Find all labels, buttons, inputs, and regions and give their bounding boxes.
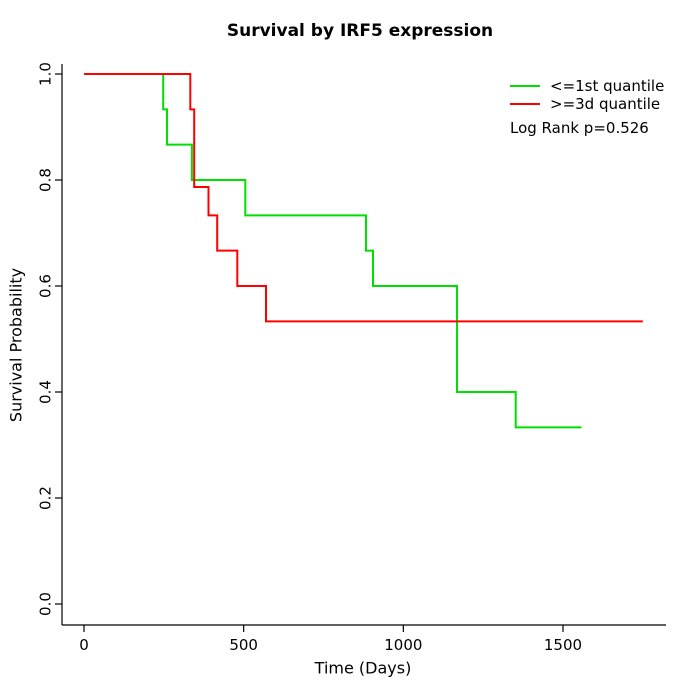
x-tick-label: 0 [79,636,89,654]
legend-item: >=3d quantile [510,95,664,113]
legend-line-swatch-red [510,103,540,105]
y-tick-label: 0.0 [36,592,54,616]
survival-curve-0 [84,73,582,429]
x-tick-label: 500 [229,636,258,654]
x-tick-label: 1000 [384,636,422,654]
legend-line-swatch-green [510,85,540,87]
y-tick-label: 1.0 [36,62,54,86]
y-tick-label: 0.4 [36,380,54,404]
survival-curve-1 [84,73,643,323]
chart-title: Survival by IRF5 expression [226,21,494,41]
log-rank-annotation: Log Rank p=0.526 [510,119,649,137]
y-tick-label: 0.8 [36,168,54,192]
x-tick-label: 1500 [544,636,582,654]
y-axis-label: Survival Probability [6,267,26,423]
legend-label: <=1st quantile [550,77,665,95]
y-tick-label: 0.2 [36,486,54,510]
legend-label: >=3d quantile [550,95,661,113]
legend-item: <=1st quantile [510,77,664,95]
y-tick-label: 0.6 [36,274,54,298]
x-axis-label: Time (Days) [314,658,412,678]
legend: <=1st quantile >=3d quantile [510,77,664,113]
